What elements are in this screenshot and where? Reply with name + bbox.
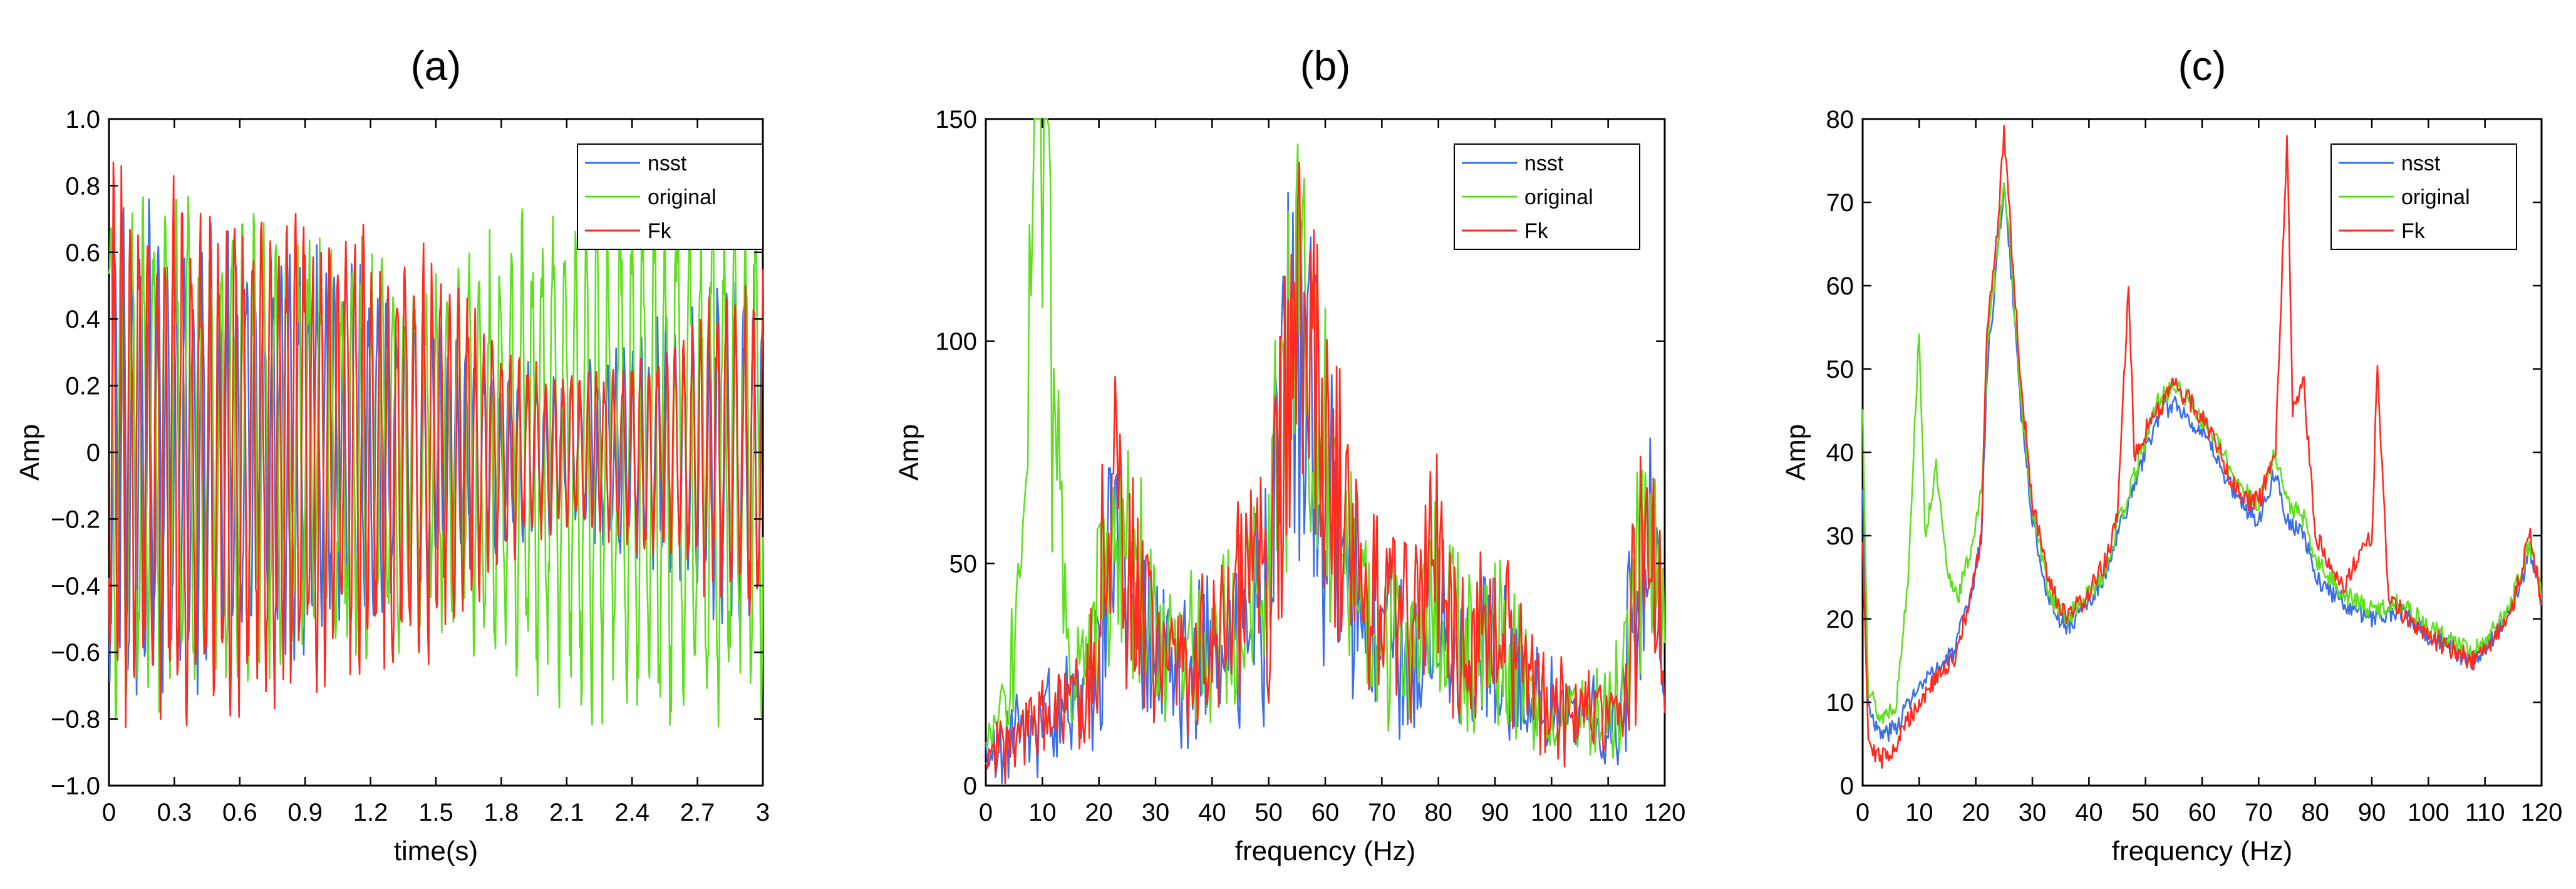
y-tick-label: 20	[1826, 606, 1854, 633]
legend-label-fk: Fk	[1524, 219, 1549, 243]
x-tick-label: 0	[102, 799, 116, 826]
legend-label-fk: Fk	[648, 219, 672, 243]
x-tick-label: 80	[2301, 799, 2329, 826]
series-line-original	[108, 159, 764, 728]
x-tick-label: 1.2	[353, 799, 388, 826]
y-tick-label: 0	[1840, 772, 1854, 800]
x-tick-label: 0.9	[287, 799, 323, 826]
panel-c: (c) 0 10 20 30 40 50 60 70 80 90 100 110 120 0 10 20 30 4…	[1781, 43, 2562, 866]
y-tick-label: 0.6	[65, 239, 100, 267]
x-tick-label: 20	[1962, 799, 1990, 826]
x-tick-label: 10	[1905, 799, 1933, 826]
y-tick-label: 40	[1826, 439, 1854, 467]
y-tick-label: 70	[1826, 189, 1854, 217]
x-tick-label: 1.8	[484, 799, 519, 826]
x-axis-label: frequency (Hz)	[1235, 836, 1416, 866]
y-tick-label: 50	[1826, 356, 1854, 383]
legend-label-nsst: nsst	[1524, 152, 1564, 175]
x-tick-label: 20	[1085, 799, 1113, 826]
y-axis-label: Amp	[14, 424, 45, 481]
y-tick-label: 100	[935, 328, 977, 356]
x-tick-label: 30	[2019, 799, 2047, 826]
legend: nsst original Fk	[1454, 143, 1640, 250]
legend-label-nsst: nsst	[648, 152, 687, 175]
series-layer	[1861, 125, 2543, 769]
x-tick-label: 0.3	[157, 799, 192, 826]
tick-layer: 0 10 20 30 40 50 60 70 80 90 100 110 120 0 10 20 30 40 50 6…	[1826, 106, 2563, 826]
y-tick-label: 150	[935, 106, 977, 133]
series-line-nsst	[985, 192, 1666, 784]
x-tick-label: 50	[1254, 799, 1283, 826]
x-tick-label: 80	[1424, 799, 1452, 826]
panel-title: (b)	[1300, 43, 1351, 89]
series-layer	[985, 118, 1666, 784]
series-line-original	[1861, 184, 2543, 724]
x-tick-label: 70	[1368, 799, 1396, 826]
y-tick-label: 0	[963, 772, 977, 800]
y-tick-label: 0.4	[65, 306, 100, 333]
tick-layer: 0 10 20 30 40 50 60 70 80 90 100 110 120 0 50 100 150	[935, 106, 1685, 826]
y-tick-label: 30	[1826, 522, 1854, 550]
x-tick-label: 90	[2358, 799, 2386, 826]
x-tick-label: 0	[979, 799, 993, 826]
legend-label-original: original	[2401, 185, 2470, 209]
series-line-fk	[985, 162, 1666, 784]
x-tick-label: 120	[2521, 799, 2563, 826]
y-axis-label: Amp	[1781, 424, 1811, 481]
legend: nsst original Fk	[577, 143, 763, 250]
series-line-fk	[1861, 125, 2543, 769]
x-tick-label: 0.6	[222, 799, 257, 826]
x-tick-label: 110	[2465, 799, 2505, 826]
y-tick-label: −1.0	[51, 772, 100, 800]
x-tick-label: 40	[2075, 799, 2103, 826]
x-axis-label: frequency (Hz)	[2112, 836, 2293, 866]
y-axis-label: Amp	[894, 424, 924, 481]
x-tick-label: 2.4	[614, 799, 649, 826]
y-tick-label: 0	[86, 439, 100, 467]
y-tick-label: 1.0	[65, 106, 100, 133]
y-tick-label: 10	[1826, 689, 1854, 717]
x-tick-label: 30	[1142, 799, 1170, 826]
x-tick-label: 60	[1311, 799, 1340, 826]
x-tick-label: 50	[2131, 799, 2160, 826]
x-tick-label: 40	[1198, 799, 1226, 826]
x-tick-label: 70	[2245, 799, 2273, 826]
x-tick-label: 2.1	[549, 799, 584, 826]
y-tick-label: 0.8	[65, 172, 100, 200]
y-tick-label: 50	[949, 550, 978, 578]
panel-title: (c)	[2178, 43, 2227, 89]
y-tick-label: −0.4	[51, 573, 100, 600]
x-tick-label: 110	[1588, 799, 1628, 826]
y-tick-label: 60	[1826, 273, 1854, 300]
x-tick-label: 2.7	[680, 799, 715, 826]
legend-label-nsst: nsst	[2401, 152, 2441, 175]
legend-label-original: original	[1524, 185, 1593, 209]
x-tick-label: 90	[1481, 799, 1509, 826]
x-tick-label: 120	[1644, 799, 1686, 826]
panel-title: (a)	[411, 43, 462, 89]
y-tick-label: −0.2	[51, 506, 100, 533]
legend-label-fk: Fk	[2401, 219, 2426, 243]
x-tick-label: 100	[1531, 799, 1573, 826]
panel-a: (a) 0 0.3 0.6 0.9 1.2 1.5 1.8 2.1 2.4 2.7 3 −1.0 −0.…	[14, 43, 770, 866]
series-layer	[108, 159, 764, 729]
x-tick-label: 1.5	[418, 799, 453, 826]
legend: nsst original Fk	[2330, 143, 2517, 250]
y-tick-label: 0.2	[65, 373, 100, 400]
x-tick-label: 10	[1028, 799, 1057, 826]
x-tick-label: 0	[1856, 799, 1870, 826]
series-line-fk	[108, 161, 764, 729]
x-tick-label: 100	[2408, 799, 2449, 826]
x-tick-label: 60	[2188, 799, 2216, 826]
x-tick-label: 3	[756, 799, 770, 826]
legend-label-original: original	[648, 185, 716, 209]
y-tick-label: 80	[1826, 106, 1854, 133]
tick-layer: 0 0.3 0.6 0.9 1.2 1.5 1.8 2.1 2.4 2.7 3 −1.0 −0.8 −0.…	[51, 106, 770, 826]
y-tick-label: −0.8	[51, 706, 100, 734]
panel-b: (b) 0 10 20 30 40 50 60 70 80 90 100 110 120 0 50 100 15…	[894, 43, 1685, 866]
x-axis-label: time(s)	[394, 836, 478, 866]
y-tick-label: −0.6	[51, 639, 100, 667]
